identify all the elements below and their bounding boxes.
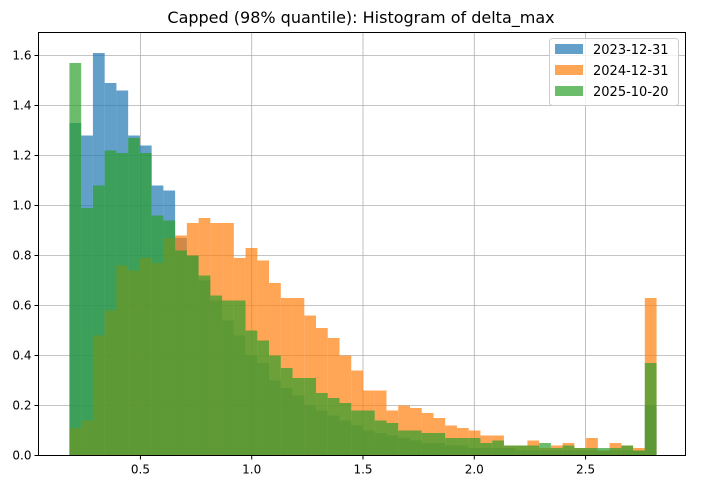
bar-2024-12-31	[316, 328, 328, 456]
x-tick-label: 2.0	[465, 463, 484, 477]
bar-2025-10-20	[280, 368, 293, 456]
y-tick-label: 0.0	[12, 449, 31, 463]
bar-2025-10-20	[327, 398, 340, 456]
bars	[69, 53, 657, 456]
bar-2025-10-20	[151, 215, 164, 456]
bar-2025-10-20	[633, 450, 645, 456]
axis-ticks: 0.5 1.0 1.5 2.0 2.5 0.0 0.2 0.4 0.6 0.8 1.0 1.2 1.4 1…	[12, 49, 595, 477]
bar-2025-10-20	[104, 150, 117, 456]
bar-2025-10-20	[316, 393, 328, 456]
x-tick-label: 0.5	[131, 463, 150, 477]
y-tick-label: 1.4	[12, 99, 31, 113]
bar-2024-12-31	[586, 438, 598, 456]
bar-2025-10-20	[527, 445, 540, 456]
legend-swatch	[555, 86, 583, 96]
bar-2024-12-31	[327, 338, 340, 456]
bar-2025-10-20	[292, 378, 305, 456]
bar-2024-12-31	[292, 298, 305, 456]
y-tick-label: 0.6	[12, 299, 31, 313]
bar-2025-10-20	[233, 300, 246, 456]
y-tick-label: 0.4	[12, 349, 31, 363]
bar-2025-10-20	[128, 138, 140, 456]
y-tick-label: 1.6	[12, 49, 31, 63]
y-tick-label: 1.2	[12, 149, 31, 163]
bar-2025-10-20	[363, 410, 375, 456]
y-tick-label: 0.8	[12, 249, 31, 263]
bar-2025-10-20	[574, 448, 587, 456]
legend-label: 2023-12-31	[593, 43, 669, 58]
bar-2025-10-20	[609, 448, 622, 456]
bar-2025-10-20	[597, 448, 610, 456]
bar-2025-10-20	[222, 300, 234, 456]
bar-2025-10-20	[644, 363, 657, 456]
x-tick-label: 2.5	[576, 463, 595, 477]
bar-2025-10-20	[304, 378, 317, 456]
bar-2025-10-20	[339, 403, 352, 456]
bar-2025-10-20	[456, 438, 469, 456]
y-tick-label: 1.0	[12, 199, 31, 213]
bar-2025-10-20	[351, 410, 364, 456]
bar-2025-10-20	[421, 433, 434, 456]
bar-2025-10-20	[621, 445, 634, 456]
bar-2025-10-20	[386, 423, 399, 456]
legend-label: 2024-12-31	[593, 64, 669, 79]
bar-2025-10-20	[480, 443, 493, 456]
bar-2025-10-20	[186, 255, 199, 456]
bar-2025-10-20	[562, 445, 575, 456]
chart-title: Capped (98% quantile): Histogram of delt…	[167, 8, 554, 28]
x-tick-label: 1.5	[353, 463, 372, 477]
plot-frame	[38, 32, 686, 456]
legend-label: 2025-10-20	[593, 85, 669, 100]
bar-2025-10-20	[445, 438, 457, 456]
legend: 2023-12-31 2024-12-31 2025-10-20	[549, 38, 679, 106]
bar-2025-10-20	[586, 448, 598, 456]
bar-2025-10-20	[245, 330, 258, 456]
bar-2025-10-20	[163, 220, 176, 456]
bar-2025-10-20	[198, 275, 211, 456]
y-tick-label: 0.2	[12, 399, 31, 413]
bar-2025-10-20	[433, 433, 446, 456]
bar-2025-10-20	[69, 63, 82, 456]
bar-2025-10-20	[492, 440, 504, 456]
bar-2025-10-20	[257, 340, 270, 456]
bar-2025-10-20	[210, 295, 223, 456]
bar-2025-10-20	[175, 250, 187, 456]
bar-2025-10-20	[503, 445, 516, 456]
bar-2025-10-20	[269, 355, 281, 456]
bar-2025-10-20	[374, 420, 387, 456]
bar-2025-10-20	[550, 448, 563, 456]
bar-2025-10-20	[539, 443, 551, 456]
bar-2025-10-20	[409, 430, 422, 456]
bar-2025-10-20	[139, 153, 152, 456]
bar-2025-10-20	[92, 185, 105, 456]
legend-swatch	[555, 44, 583, 54]
bar-2025-10-20	[81, 208, 93, 456]
bar-2025-10-20	[468, 438, 481, 456]
bar-2025-10-20	[398, 430, 410, 456]
bar-2025-10-20	[116, 153, 129, 456]
x-tick-label: 1.0	[242, 463, 261, 477]
bar-2025-10-20	[515, 445, 528, 456]
legend-swatch	[555, 65, 583, 75]
